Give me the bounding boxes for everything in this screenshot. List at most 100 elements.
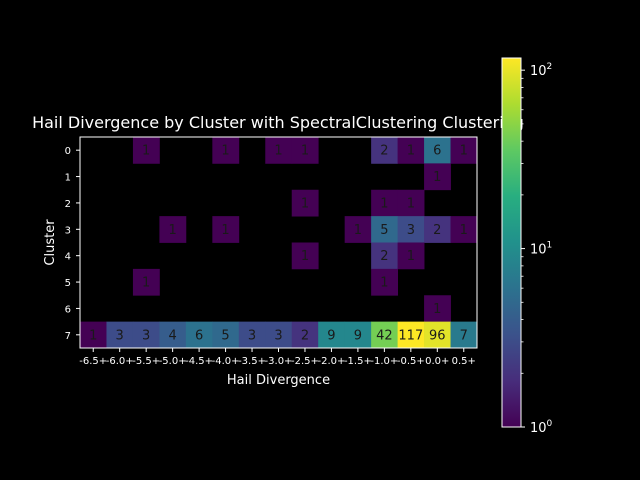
- heatmap-cell: [397, 242, 425, 270]
- heatmap-cell: [344, 321, 372, 349]
- heatmap-cell: [371, 321, 398, 349]
- heatmap-cell: [371, 137, 398, 164]
- colorbar-tick-label: 100: [530, 419, 553, 436]
- heatmap-cell: [344, 216, 372, 243]
- heatmap-cell: [159, 216, 187, 243]
- heatmap-cell: [265, 137, 293, 164]
- heatmap-cell: [397, 137, 425, 164]
- x-tick-label: -1.0+: [370, 356, 398, 367]
- x-tick-label: 0.0+: [425, 356, 449, 367]
- colorbar-gradient: [501, 57, 522, 428]
- heatmap-cell: [371, 242, 398, 270]
- heatmap-cell: [212, 321, 240, 349]
- y-tick-label: 6: [65, 304, 71, 315]
- cell-value-label: 42: [376, 328, 393, 343]
- cell-value-label: 1: [274, 144, 282, 159]
- heatmap-cell: [397, 216, 425, 243]
- y-axis-ticks: 0 1 2 3 4 5 6 7: [65, 146, 80, 342]
- cell-value-label: 1: [407, 144, 415, 159]
- cell-value-label: 3: [116, 328, 124, 343]
- x-tick-label: -3.5+: [238, 356, 266, 367]
- heatmap-cell: [80, 321, 107, 349]
- cell-value-label: 7: [460, 328, 468, 343]
- cell-value-label: 3: [248, 328, 256, 343]
- cell-value-label: 96: [429, 328, 446, 343]
- heatmap-cell: [397, 321, 425, 349]
- heatmap-cell: [450, 216, 478, 243]
- heatmap-cell: [424, 137, 451, 164]
- heatmap-cell: [371, 216, 398, 243]
- cell-value-label: 3: [274, 328, 282, 343]
- heatmap-cell: [132, 321, 160, 349]
- heatmap-cell: [291, 189, 319, 217]
- cell-value-label: 4: [168, 328, 176, 343]
- cell-value-label: 1: [433, 302, 441, 317]
- cell-value-label: 2: [433, 223, 441, 238]
- x-tick-label: -1.5+: [344, 356, 372, 367]
- cell-value-label: 2: [380, 144, 388, 159]
- colorbar-tick-label: 102: [530, 62, 552, 79]
- y-tick-label: 0: [65, 146, 71, 157]
- heatmap-cell: [397, 189, 425, 217]
- cell-value-label: 1: [407, 196, 415, 211]
- heatmap-cell: [424, 163, 451, 191]
- heatmap-cells: 1 1 1 1 2 1 6 111 1 11 1 1 5 3 2 11 2 11 111 3 3 4 6 5 3 3 2 9 9 42 11…: [80, 137, 478, 349]
- cell-value-label: 1: [301, 144, 309, 159]
- cell-value-label: 1: [380, 196, 388, 211]
- heatmap-cell: [450, 321, 478, 349]
- x-tick-label: -5.0+: [159, 356, 187, 367]
- y-axis-label: Cluster: [43, 219, 58, 266]
- cell-value-label: 5: [380, 223, 388, 238]
- y-tick-label: 5: [65, 278, 71, 289]
- heatmap-cell: [106, 321, 134, 349]
- y-tick-label: 3: [65, 225, 71, 236]
- heatmap-cell: [212, 137, 240, 164]
- heatmap-cell: [424, 216, 451, 243]
- cell-value-label: 3: [407, 223, 415, 238]
- heatmap-cell: [291, 137, 319, 164]
- x-tick-label: -4.0+: [212, 356, 240, 367]
- x-tick-label: -0.5+: [397, 356, 425, 367]
- cell-value-label: 1: [221, 144, 229, 159]
- cell-value-label: 1: [460, 223, 468, 238]
- cell-value-label: 1: [301, 196, 309, 211]
- cell-value-label: 2: [380, 249, 388, 264]
- colorbar-tick-label: 101: [530, 241, 552, 258]
- heatmap-cell: [424, 295, 451, 323]
- heatmap-cell: [450, 137, 478, 164]
- x-tick-label: 0.5+: [452, 356, 476, 367]
- chart-title: Hail Divergence by Cluster with Spectral…: [32, 113, 524, 132]
- cell-value-label: 1: [301, 249, 309, 264]
- cell-value-label: 1: [380, 276, 388, 291]
- cell-value-label: 3: [142, 328, 150, 343]
- cell-value-label: 1: [460, 144, 468, 159]
- cell-value-label: 1: [407, 249, 415, 264]
- heatmap-cell: [212, 216, 240, 243]
- heatmap-cell: [371, 268, 398, 296]
- heatmap-cell: [371, 189, 398, 217]
- x-tick-label: -3.0+: [265, 356, 293, 367]
- cell-value-label: 1: [142, 144, 150, 159]
- heatmap-cell: [424, 321, 451, 349]
- heatmap-cell: [159, 321, 187, 349]
- y-tick-label: 1: [65, 173, 71, 184]
- x-tick-label: -6.5+: [79, 356, 107, 367]
- heatmap-cell: [265, 321, 293, 349]
- heatmap-cell: [318, 321, 346, 349]
- x-tick-label: -5.5+: [132, 356, 160, 367]
- heatmap-cell: [132, 137, 160, 164]
- cell-value-label: 1: [142, 276, 150, 291]
- cell-value-label: 1: [354, 223, 362, 238]
- heatmap-cell: [238, 321, 266, 349]
- cell-value-label: 1: [168, 223, 176, 238]
- cell-value-label: 1: [89, 328, 97, 343]
- x-tick-label: -2.5+: [291, 356, 319, 367]
- y-tick-label: 2: [65, 199, 71, 210]
- y-tick-label: 7: [65, 331, 71, 342]
- x-tick-label: -6.0+: [106, 356, 134, 367]
- x-axis-label: Hail Divergence: [227, 373, 330, 388]
- x-tick-label: -4.5+: [185, 356, 213, 367]
- heatmap-cell: [291, 242, 319, 270]
- cell-value-label: 6: [195, 328, 203, 343]
